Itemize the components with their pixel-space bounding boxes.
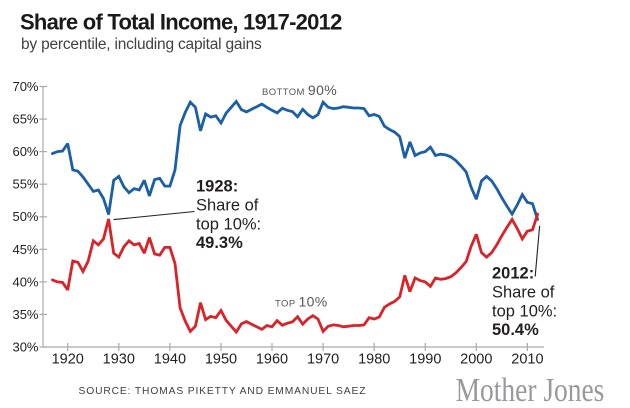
svg-text:2000: 2000 [460, 352, 492, 368]
svg-text:top 10%:: top 10%: [492, 303, 557, 321]
svg-text:1930: 1930 [103, 352, 135, 368]
svg-text:TOP 10%: TOP 10% [275, 294, 328, 310]
svg-text:1950: 1950 [205, 352, 237, 368]
svg-text:1960: 1960 [256, 352, 288, 368]
svg-text:SOURCE: THOMAS PIKETTY AND EMM: SOURCE: THOMAS PIKETTY AND EMMANUEL SAEZ [79, 386, 367, 397]
svg-text:Share of: Share of [492, 284, 555, 302]
svg-text:Mother Jones: Mother Jones [456, 371, 605, 408]
svg-text:1970: 1970 [307, 352, 339, 368]
svg-text:45%: 45% [12, 242, 38, 257]
svg-text:2012:: 2012: [492, 265, 534, 283]
svg-text:1928:: 1928: [196, 178, 238, 196]
svg-text:1980: 1980 [358, 352, 390, 368]
svg-text:Share of: Share of [196, 197, 259, 215]
svg-text:by percentile, including capit: by percentile, including capital gains [21, 36, 262, 53]
svg-text:1990: 1990 [409, 352, 441, 368]
svg-text:65%: 65% [12, 112, 38, 127]
svg-text:50%: 50% [12, 209, 38, 224]
svg-text:55%: 55% [12, 177, 38, 192]
svg-text:top 10%:: top 10%: [196, 216, 261, 234]
svg-text:30%: 30% [12, 340, 38, 355]
svg-text:50.4%: 50.4% [492, 321, 539, 339]
svg-text:Share of Total Income, 1917-20: Share of Total Income, 1917-2012 [20, 10, 342, 35]
svg-text:40%: 40% [12, 274, 38, 289]
svg-text:1940: 1940 [154, 352, 186, 368]
svg-text:49.3%: 49.3% [196, 234, 243, 252]
svg-text:60%: 60% [12, 144, 38, 159]
svg-text:35%: 35% [12, 307, 38, 322]
svg-text:2010: 2010 [511, 352, 543, 368]
svg-text:70%: 70% [12, 79, 38, 94]
svg-text:1920: 1920 [52, 352, 84, 368]
